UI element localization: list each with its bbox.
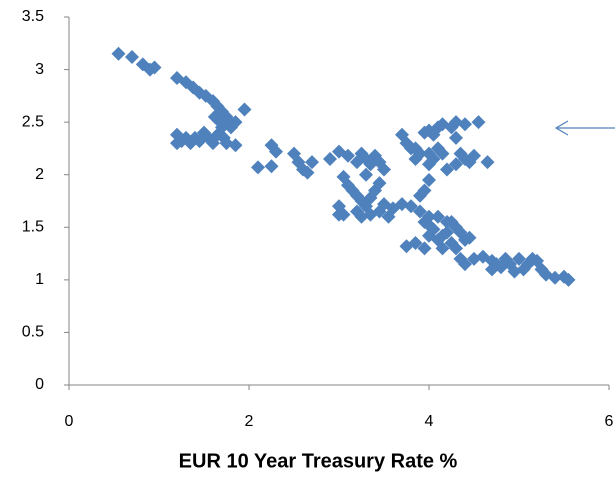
point xyxy=(408,236,423,251)
y-tick-label: 0 xyxy=(35,376,44,393)
point xyxy=(512,251,526,266)
x-tick-label: 6 xyxy=(605,413,614,430)
point xyxy=(341,148,355,163)
point xyxy=(377,197,391,212)
point xyxy=(561,272,576,287)
point xyxy=(440,162,454,177)
point xyxy=(300,165,315,180)
point xyxy=(377,162,391,177)
point xyxy=(251,160,265,175)
point xyxy=(422,172,436,187)
point xyxy=(449,130,463,145)
point xyxy=(408,141,423,156)
point xyxy=(332,207,346,222)
point xyxy=(228,115,243,130)
point xyxy=(323,151,337,166)
point xyxy=(449,157,463,172)
point xyxy=(462,230,477,245)
x-tick-label: 0 xyxy=(65,413,74,430)
point xyxy=(458,117,472,132)
point xyxy=(372,176,387,191)
point xyxy=(192,134,207,149)
point xyxy=(467,251,481,266)
arrow xyxy=(554,120,615,136)
x-tick-label: 2 xyxy=(245,413,254,430)
point xyxy=(431,209,445,224)
x-axis-title: EUR 10 Year Treasury Rate % xyxy=(179,450,458,472)
point xyxy=(440,215,454,230)
point xyxy=(507,264,522,279)
x-tick-label: 4 xyxy=(425,413,434,430)
point xyxy=(404,199,418,214)
y-tick-label: 2.5 xyxy=(22,113,44,130)
y-tick-label: 1.5 xyxy=(22,219,44,236)
point xyxy=(228,138,243,153)
point xyxy=(422,218,436,233)
point xyxy=(471,115,486,130)
y-tick-label: 3 xyxy=(35,61,44,78)
point xyxy=(480,155,495,170)
point xyxy=(435,241,450,256)
y-tick-label: 1 xyxy=(35,271,44,288)
point xyxy=(269,144,283,159)
point xyxy=(548,270,562,285)
point xyxy=(417,241,432,256)
y-tick-label: 3.5 xyxy=(22,8,44,25)
y-tick-label: 0.5 xyxy=(22,324,44,341)
point xyxy=(125,49,139,64)
point xyxy=(413,204,427,219)
point xyxy=(413,188,427,203)
point xyxy=(485,262,499,277)
point xyxy=(435,228,450,243)
point xyxy=(170,136,184,151)
point xyxy=(435,146,450,161)
point xyxy=(422,157,436,172)
point xyxy=(264,159,279,174)
point xyxy=(444,236,459,251)
point xyxy=(305,155,319,170)
point xyxy=(147,60,162,75)
point xyxy=(237,102,252,117)
point xyxy=(111,46,126,61)
point xyxy=(467,148,481,163)
y-tick-label: 2 xyxy=(35,166,44,183)
point xyxy=(359,167,373,182)
point xyxy=(426,127,441,142)
point xyxy=(458,257,472,272)
point xyxy=(213,115,228,130)
